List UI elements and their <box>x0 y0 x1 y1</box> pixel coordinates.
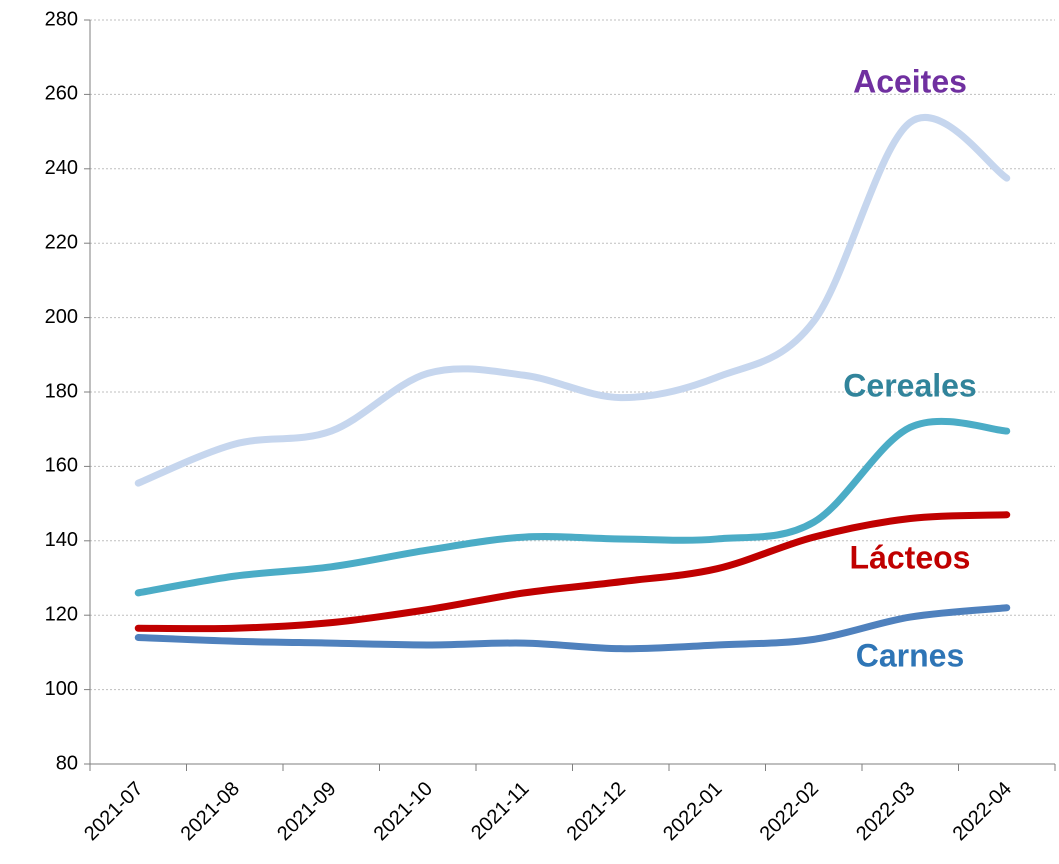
series-line <box>134 114 1011 487</box>
y-tick-label: 140 <box>45 529 78 551</box>
x-tick-label: 2021-07 <box>80 778 147 845</box>
series-line <box>134 417 1011 597</box>
y-tick-label: 220 <box>45 231 78 253</box>
y-tick-label: 100 <box>45 678 78 700</box>
y-tick-label: 200 <box>45 306 78 328</box>
series-label: Lácteos <box>850 539 971 575</box>
y-tick-label: 80 <box>56 752 78 774</box>
series-line <box>134 604 1011 653</box>
x-tick-label: 2021-12 <box>563 778 630 845</box>
x-tick-label: 2022-01 <box>659 778 726 845</box>
x-tick-label: 2022-03 <box>852 778 919 845</box>
y-tick-label: 240 <box>45 157 78 179</box>
x-tick-label: 2022-04 <box>949 778 1016 845</box>
series-label: Carnes <box>856 637 965 673</box>
x-tick-label: 2021-11 <box>467 778 533 844</box>
series-line <box>134 511 1011 633</box>
x-tick-label: 2021-09 <box>273 778 340 845</box>
y-tick-label: 160 <box>45 455 78 477</box>
y-tick-label: 120 <box>45 603 78 625</box>
x-tick-label: 2022-02 <box>756 778 823 845</box>
x-tick-label: 2021-08 <box>177 778 244 845</box>
y-tick-label: 280 <box>45 8 78 30</box>
x-tick-label: 2021-10 <box>370 778 437 845</box>
y-tick-label: 180 <box>45 380 78 402</box>
y-tick-label: 260 <box>45 83 78 105</box>
series-label: Cereales <box>843 367 976 403</box>
series-label: Aceites <box>853 63 967 99</box>
